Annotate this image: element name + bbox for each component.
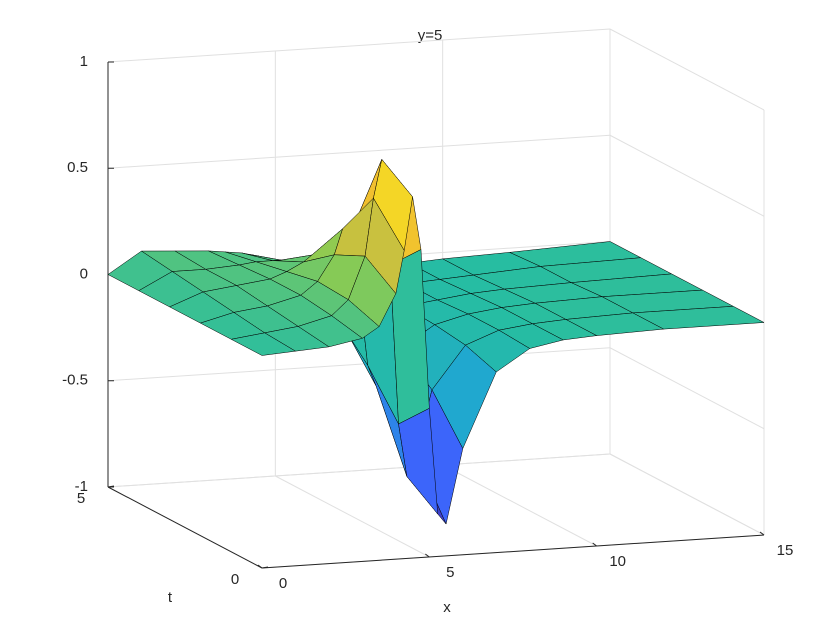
tick-mark — [592, 542, 597, 547]
t-tick-label: 0 — [231, 571, 239, 588]
chart-title: y=5 — [418, 27, 443, 44]
grid-line — [609, 453, 765, 536]
grid-line — [275, 475, 430, 558]
t-tick-label: 5 — [77, 490, 85, 507]
x-tick-label: 15 — [777, 542, 794, 559]
tick-mark — [107, 485, 115, 488]
z-tick-label: 1 — [80, 53, 88, 70]
z-tick-label: -1 — [75, 478, 88, 495]
x-axis-label: x — [443, 599, 451, 616]
z-tick-label: 0.5 — [67, 159, 88, 176]
tick-mark — [257, 564, 263, 569]
tick-mark — [425, 553, 430, 558]
surface-cell — [230, 332, 296, 356]
grid-line — [609, 347, 765, 430]
z-tick-label: 0 — [80, 265, 88, 282]
grid-line — [107, 28, 611, 63]
x-tick-label: 10 — [609, 553, 626, 570]
tick-mark — [261, 566, 269, 569]
grid-line — [609, 134, 765, 217]
grid-line — [107, 347, 611, 382]
z-tick-label: -0.5 — [62, 372, 88, 389]
grid-line — [442, 464, 597, 547]
grid-line — [609, 28, 765, 111]
x-axis — [261, 534, 765, 569]
grid-line — [107, 134, 611, 169]
x-tick-label: 5 — [446, 564, 454, 581]
tick-mark — [759, 531, 765, 536]
t-axis-label: t — [168, 589, 173, 606]
t-axis — [107, 486, 263, 569]
x-tick-label: 0 — [279, 575, 287, 592]
grid-line — [107, 453, 611, 488]
